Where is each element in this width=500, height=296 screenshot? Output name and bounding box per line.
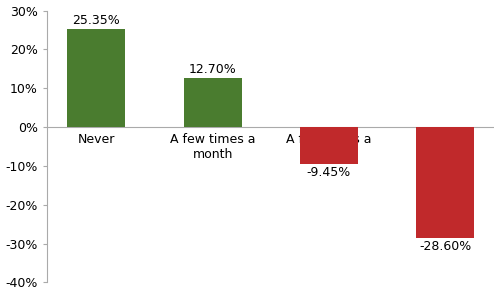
Text: -28.60%: -28.60% [419, 240, 471, 253]
Bar [68, 29, 126, 127]
Text: 25.35%: 25.35% [72, 14, 120, 27]
Bar [184, 78, 242, 127]
Text: -9.45%: -9.45% [306, 166, 351, 179]
Bar [416, 127, 474, 238]
Bar [300, 127, 358, 164]
Text: 12.70%: 12.70% [188, 63, 236, 76]
